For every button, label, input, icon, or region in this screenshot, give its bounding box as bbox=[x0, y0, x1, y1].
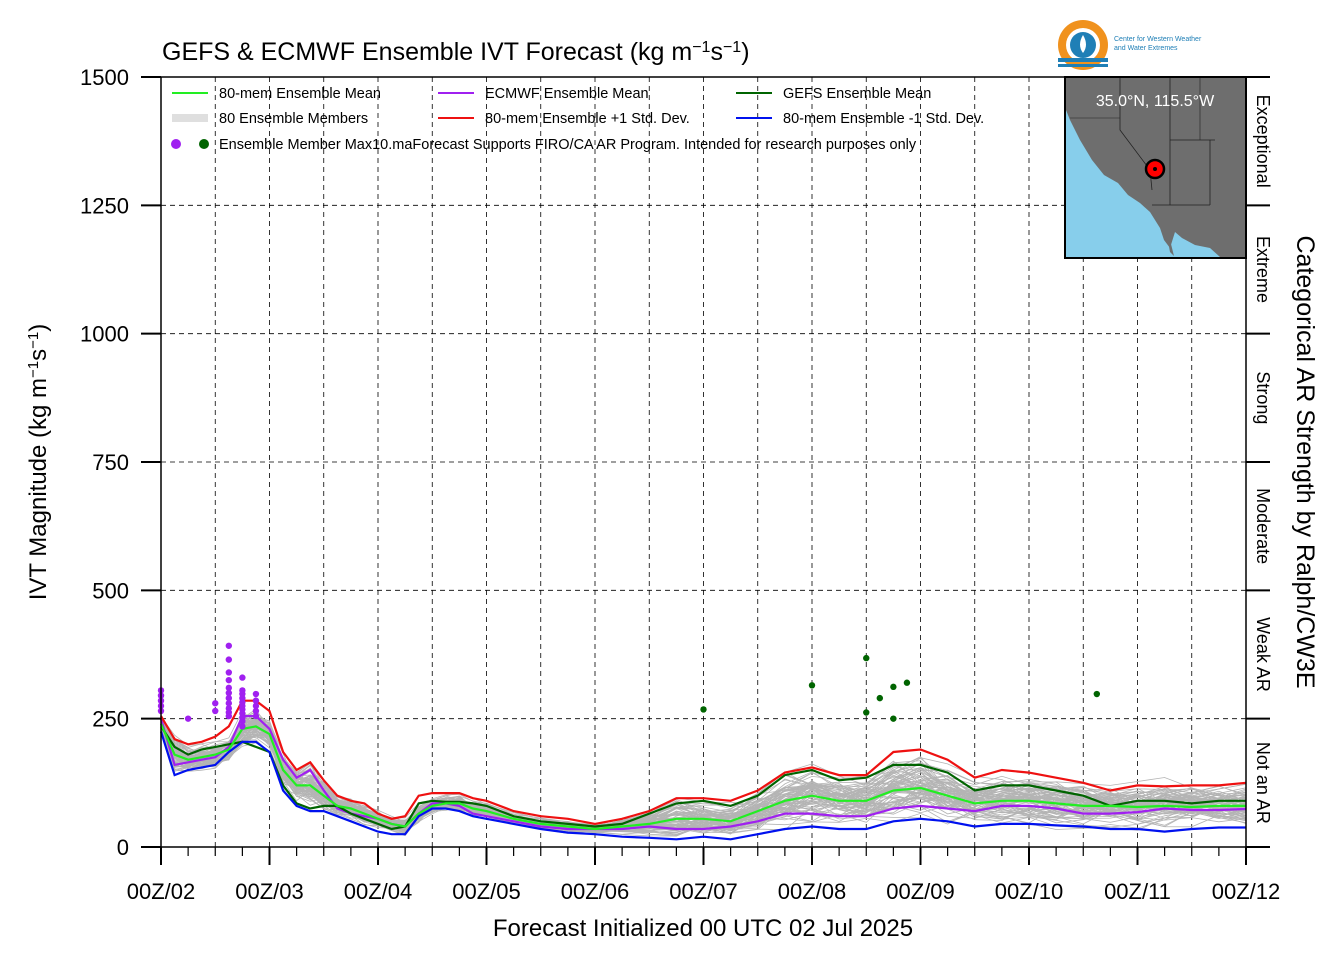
ar-category-label: Not an AR bbox=[1253, 742, 1273, 824]
series-lines bbox=[159, 699, 1247, 841]
member-max-dot bbox=[225, 684, 233, 692]
x-tick-label: 00Z/07 bbox=[669, 879, 738, 904]
x-tick-label: 00Z/04 bbox=[344, 879, 413, 904]
x-tick-label: 00Z/11 bbox=[1104, 879, 1171, 904]
legend-label: GEFS Ensemble Mean bbox=[783, 86, 931, 102]
legend-label: ECMWF Ensemble Mean bbox=[485, 86, 649, 102]
member-max-dot bbox=[252, 702, 260, 710]
logo-text-line1: Center for Western Weather bbox=[1114, 36, 1202, 43]
member-max-dot bbox=[212, 707, 219, 715]
right-axis-label: Categorical AR Strength by Ralph/CW3E bbox=[1291, 236, 1319, 689]
x-tick-label: 00Z/12 bbox=[1212, 879, 1281, 904]
series-line-80-mem-ensemble-mean bbox=[159, 723, 1246, 831]
plot-area: 80-mem Ensemble Mean 80 Ensemble Members E… bbox=[157, 76, 1247, 848]
x-tick-label: 00Z/09 bbox=[886, 879, 955, 904]
series-line-80-mem-ensemble-1-std-dev- bbox=[160, 699, 1247, 826]
legend-swatch bbox=[199, 139, 209, 149]
legend-label: Ensemble Member Max10.maForecast Support… bbox=[219, 137, 917, 153]
y-tick-label: 1500 bbox=[80, 65, 129, 90]
member-max-dot bbox=[184, 715, 192, 722]
ar-category-axis: Not an AR Weak AR Moderate Strong Extreme Exc… bbox=[1246, 76, 1273, 848]
member-max-dot bbox=[863, 709, 870, 716]
series-line-80-mem-ensemble-1-std-dev- bbox=[159, 731, 1246, 841]
member-max-dot bbox=[225, 689, 233, 697]
member-max-dot bbox=[239, 674, 246, 681]
member-max-dot bbox=[225, 712, 233, 720]
chart-title: GEFS & ECMWF Ensemble IVT Forecast (kg m… bbox=[162, 38, 750, 66]
x-tick-label: 00Z/06 bbox=[561, 879, 630, 904]
member-max-dot bbox=[225, 700, 233, 707]
member-max-dot bbox=[863, 654, 870, 662]
legend-label: 80 Ensemble Members bbox=[219, 111, 368, 127]
member-max-dot bbox=[225, 642, 233, 649]
member-max-dot bbox=[808, 682, 816, 689]
legend-label: 80-mem Ensemble Mean bbox=[219, 86, 381, 102]
member-max-dot bbox=[225, 669, 233, 676]
member-max-dot bbox=[252, 690, 260, 698]
y-tick-label: 1000 bbox=[80, 322, 129, 347]
member-max-dot bbox=[252, 712, 260, 720]
x-tick-label: 00Z/05 bbox=[452, 879, 521, 904]
x-tick-label: 00Z/02 bbox=[127, 879, 196, 904]
y-tick-label: 250 bbox=[92, 707, 129, 732]
disclaimer-note: 10.maForecast Supports FIRO/CA AR Progra… bbox=[372, 137, 917, 153]
x-axis: 00Z/02 00Z/03 00Z/04 00Z/05 00Z/06 00Z/07 00Z/… bbox=[127, 847, 1281, 904]
legend: 80-mem Ensemble Mean 80 Ensemble Members E… bbox=[171, 86, 984, 153]
member-max-dots bbox=[157, 642, 1101, 730]
y-tick-label: 1250 bbox=[80, 193, 129, 218]
member-max-dot bbox=[252, 697, 260, 704]
ar-category-label: Strong bbox=[1253, 371, 1273, 424]
ar-category-label: Exceptional bbox=[1253, 95, 1273, 188]
member-max-dot bbox=[252, 707, 260, 715]
member-max-dot bbox=[225, 676, 233, 684]
y-tick-label: 750 bbox=[92, 450, 129, 475]
x-axis-label: Forecast Initialized 00 UTC 02 Jul 2025 bbox=[493, 915, 913, 942]
inset-location-label: 35.0°N, 115.5°W bbox=[1096, 93, 1215, 110]
legend-swatch bbox=[171, 139, 181, 149]
y-axis: 0 250 500 750 1000 1250 1500 bbox=[80, 65, 161, 860]
member-max-dot bbox=[903, 679, 911, 686]
member-max-dot bbox=[225, 656, 233, 663]
logo-text-line2: and Water Extremes bbox=[1114, 45, 1178, 52]
member-max-dot bbox=[239, 723, 246, 730]
ar-category-label: Weak AR bbox=[1253, 617, 1273, 692]
member-max-dot bbox=[1093, 690, 1101, 698]
y-tick-label: 0 bbox=[117, 835, 129, 860]
member-max-dot bbox=[700, 706, 707, 713]
legend-label: 80-mem Ensemble -1 Std. Dev. bbox=[783, 111, 984, 127]
member-max-dot bbox=[212, 700, 219, 707]
member-max-dot bbox=[225, 694, 233, 702]
member-max-dot bbox=[876, 694, 884, 702]
y-axis-label: IVT Magnitude (kg m−1s−1) bbox=[25, 324, 53, 601]
inset-map: 35.0°N, 115.5°W bbox=[1064, 76, 1247, 259]
x-tick-label: 00Z/03 bbox=[235, 879, 304, 904]
ar-category-label: Moderate bbox=[1253, 488, 1273, 564]
legend-label: 80-mem Ensemble +1 Std. Dev. bbox=[485, 111, 690, 127]
series-line-gefs-ensemble-mean bbox=[160, 725, 1246, 831]
x-tick-label: 00Z/10 bbox=[995, 879, 1064, 904]
member-max-dot bbox=[890, 715, 897, 722]
ar-category-label: Extreme bbox=[1253, 236, 1273, 303]
series-line-ecmwf-ensemble-mean bbox=[159, 714, 1247, 831]
member-max-dot bbox=[890, 683, 897, 691]
cw3e-logo: Center for Western Weather and Water Ext… bbox=[1058, 20, 1202, 70]
y-tick-label: 500 bbox=[92, 578, 129, 603]
ensemble-member-line bbox=[160, 720, 1247, 829]
member-max-dot bbox=[239, 718, 246, 725]
x-tick-label: 00Z/08 bbox=[778, 879, 847, 904]
